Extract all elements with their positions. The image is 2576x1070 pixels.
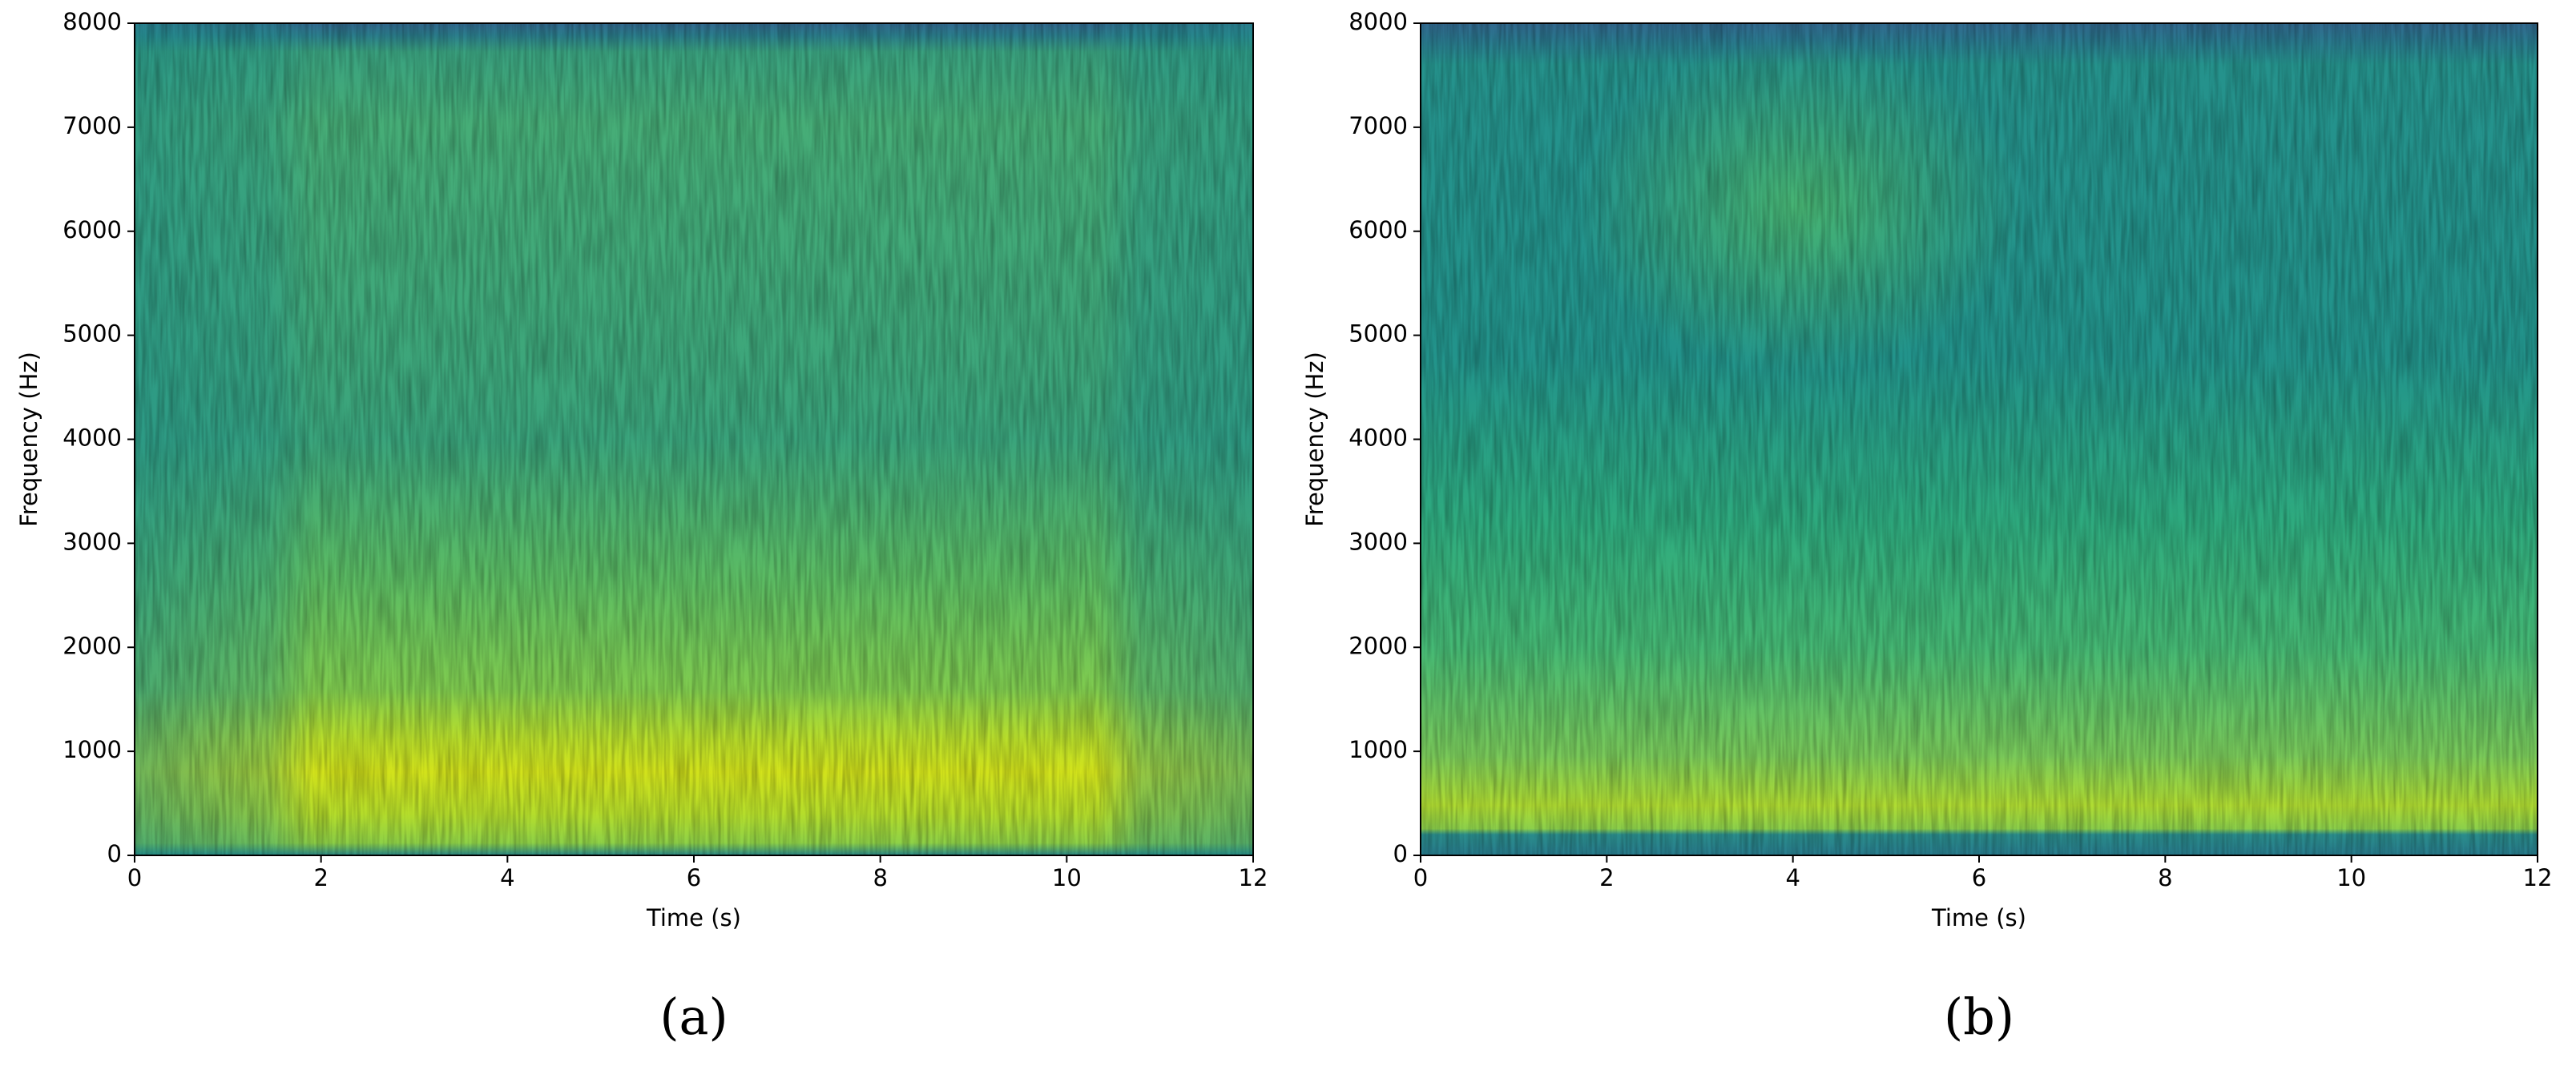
y-tick-label: 6000 bbox=[1348, 216, 1408, 243]
y-tick-label: 6000 bbox=[62, 216, 122, 243]
x-tick-label: 2 bbox=[1599, 864, 1614, 891]
x-tick-label: 8 bbox=[873, 864, 887, 891]
y-tick-label: 8000 bbox=[1348, 8, 1408, 35]
x-tick-label: 2 bbox=[313, 864, 328, 891]
y-tick-label: 8000 bbox=[62, 8, 122, 35]
y-tick-label: 0 bbox=[107, 840, 122, 867]
x-tick-label: 6 bbox=[687, 864, 701, 891]
spectrogram-texture bbox=[1421, 23, 2538, 855]
y-tick-label: 2000 bbox=[62, 632, 122, 659]
spectrogram-texture bbox=[135, 23, 1253, 855]
x-axis-label: Time (s) bbox=[1931, 904, 2026, 931]
x-tick-label: 0 bbox=[127, 864, 142, 891]
y-tick-label: 7000 bbox=[62, 112, 122, 139]
x-tick-label: 6 bbox=[1972, 864, 1986, 891]
x-tick-label: 12 bbox=[1239, 864, 1268, 891]
y-tick-label: 0 bbox=[1393, 840, 1408, 867]
y-tick-label: 1000 bbox=[62, 736, 122, 763]
caption: (a) bbox=[659, 988, 728, 1046]
y-axis-label: Frequency (Hz) bbox=[1301, 352, 1328, 527]
panel: 0 2 4 6 8 10 12 0 1000 2000 3000 4000 5000 6000 7000 80… bbox=[1301, 8, 2552, 1046]
y-tick-label: 5000 bbox=[62, 320, 122, 348]
x-tick-label: 4 bbox=[1785, 864, 1800, 891]
y-tick-label: 2000 bbox=[1348, 632, 1408, 659]
panel: 0 2 4 6 8 10 12 0 1000 2000 3000 4000 5000 6000 7000 80… bbox=[15, 8, 1268, 1046]
x-tick-label: 0 bbox=[1413, 864, 1428, 891]
x-tick-label: 10 bbox=[2336, 864, 2366, 891]
y-tick-label: 4000 bbox=[1348, 424, 1408, 452]
x-axis-label: Time (s) bbox=[646, 904, 741, 931]
y-tick-label: 3000 bbox=[1348, 528, 1408, 555]
x-tick-label: 8 bbox=[2158, 864, 2172, 891]
y-tick-label: 7000 bbox=[1348, 112, 1408, 139]
y-tick-label: 5000 bbox=[1348, 320, 1408, 348]
y-tick-label: 4000 bbox=[62, 424, 122, 452]
x-tick-label: 4 bbox=[500, 864, 514, 891]
x-tick-label: 10 bbox=[1052, 864, 1082, 891]
x-tick-label: 12 bbox=[2523, 864, 2553, 891]
y-tick-label: 1000 bbox=[1348, 736, 1408, 763]
y-tick-label: 3000 bbox=[62, 528, 122, 555]
caption: (b) bbox=[1944, 988, 2014, 1046]
y-axis-label: Frequency (Hz) bbox=[15, 352, 42, 527]
